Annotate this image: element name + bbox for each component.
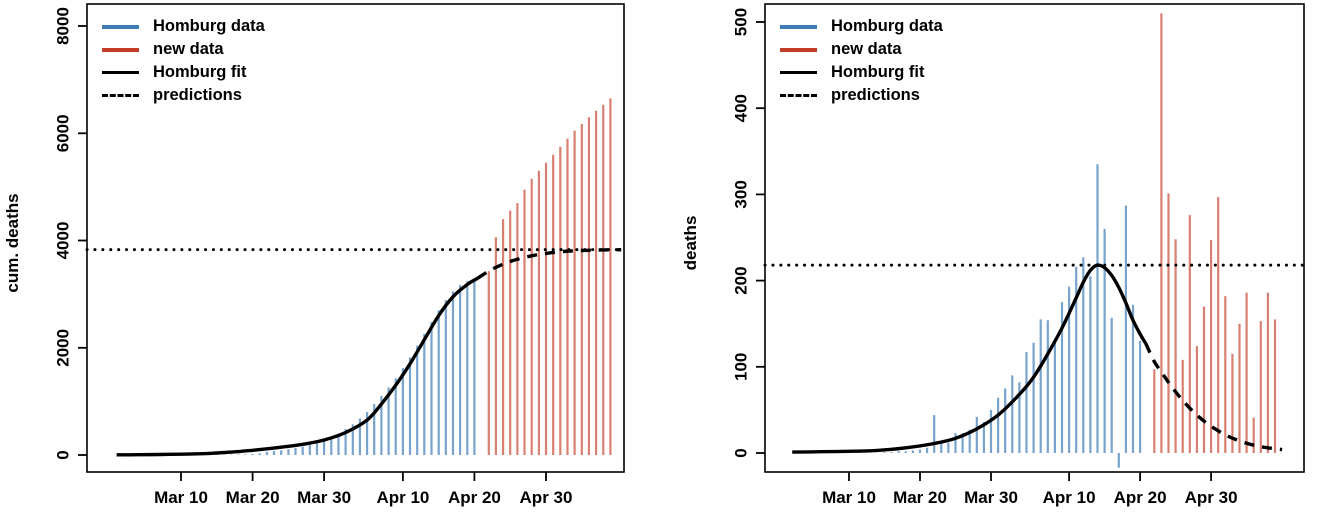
plot-frame <box>86 3 625 473</box>
legend-label: new data <box>153 40 224 59</box>
legend-label: Homburg fit <box>831 63 925 82</box>
legend-label: predictions <box>153 86 242 105</box>
y-tick-label: 6000 <box>54 114 73 152</box>
y-tick-label: 4000 <box>54 222 73 260</box>
legend-line-dashed-icon <box>780 94 817 97</box>
legend-item-homburg-fit: Homburg fit <box>102 61 265 84</box>
x-tick-label: Mar 30 <box>297 488 351 507</box>
y-tick-label: 8000 <box>54 7 73 45</box>
y-tick-label: 400 <box>732 94 751 122</box>
x-tick-label: Apr 30 <box>520 488 573 507</box>
x-tick-label: Apr 10 <box>376 488 429 507</box>
legend-item-predictions: predictions <box>102 84 265 107</box>
x-tick-label: Mar 10 <box>822 488 876 507</box>
y-tick-label: 2000 <box>54 329 73 367</box>
x-tick-label: Apr 20 <box>1114 488 1167 507</box>
x-tick-label: Apr 20 <box>448 488 501 507</box>
legend-label: Homburg data <box>153 17 265 36</box>
legend-item-homburg-data: Homburg data <box>780 15 943 38</box>
x-tick-label: Apr 10 <box>1043 488 1096 507</box>
x-tick-label: Mar 20 <box>226 488 280 507</box>
legend-line-solid-icon <box>780 71 817 74</box>
legend-line-red-icon <box>102 47 139 52</box>
y-tick-label: 100 <box>732 353 751 381</box>
legend-label: Homburg fit <box>153 63 247 82</box>
legend-item-homburg-data: Homburg data <box>102 15 265 38</box>
legend-right: Homburg data new data Homburg fit predic… <box>780 15 943 107</box>
prediction-curve <box>1144 342 1283 452</box>
x-tick-label: Mar 30 <box>964 488 1018 507</box>
x-tick-label: Mar 20 <box>893 488 947 507</box>
legend-line-dashed-icon <box>102 94 139 97</box>
y-tick-label: 200 <box>732 266 751 294</box>
fit-curve <box>116 276 479 457</box>
y-tick-label: 300 <box>732 180 751 208</box>
legend-item-predictions: predictions <box>780 84 943 107</box>
legend-label: Homburg data <box>831 17 943 36</box>
x-tick-label: Apr 30 <box>1185 488 1238 507</box>
legend-item-homburg-fit: Homburg fit <box>780 61 943 84</box>
legend-line-solid-icon <box>102 71 139 74</box>
legend-label: predictions <box>831 86 920 105</box>
legend-item-new-data: new data <box>102 38 265 61</box>
x-tick-label: Mar 10 <box>154 488 208 507</box>
legend-line-blue-icon <box>780 24 817 29</box>
y-axis-title-left: cum. deaths <box>3 193 22 293</box>
y-axis-title-right: deaths <box>681 215 700 271</box>
legend-line-blue-icon <box>102 24 139 29</box>
fit-curve <box>792 263 1148 454</box>
legend-line-red-icon <box>780 47 817 52</box>
legend-label: new data <box>831 40 902 59</box>
y-tick-label: 500 <box>732 8 751 36</box>
y-tick-label: 0 <box>732 448 751 457</box>
plot-frame <box>764 3 1305 473</box>
y-tick-label: 0 <box>54 450 73 459</box>
prediction-curve <box>477 248 622 280</box>
legend-item-new-data: new data <box>780 38 943 61</box>
legend-left: Homburg data new data Homburg fit predic… <box>102 15 265 107</box>
